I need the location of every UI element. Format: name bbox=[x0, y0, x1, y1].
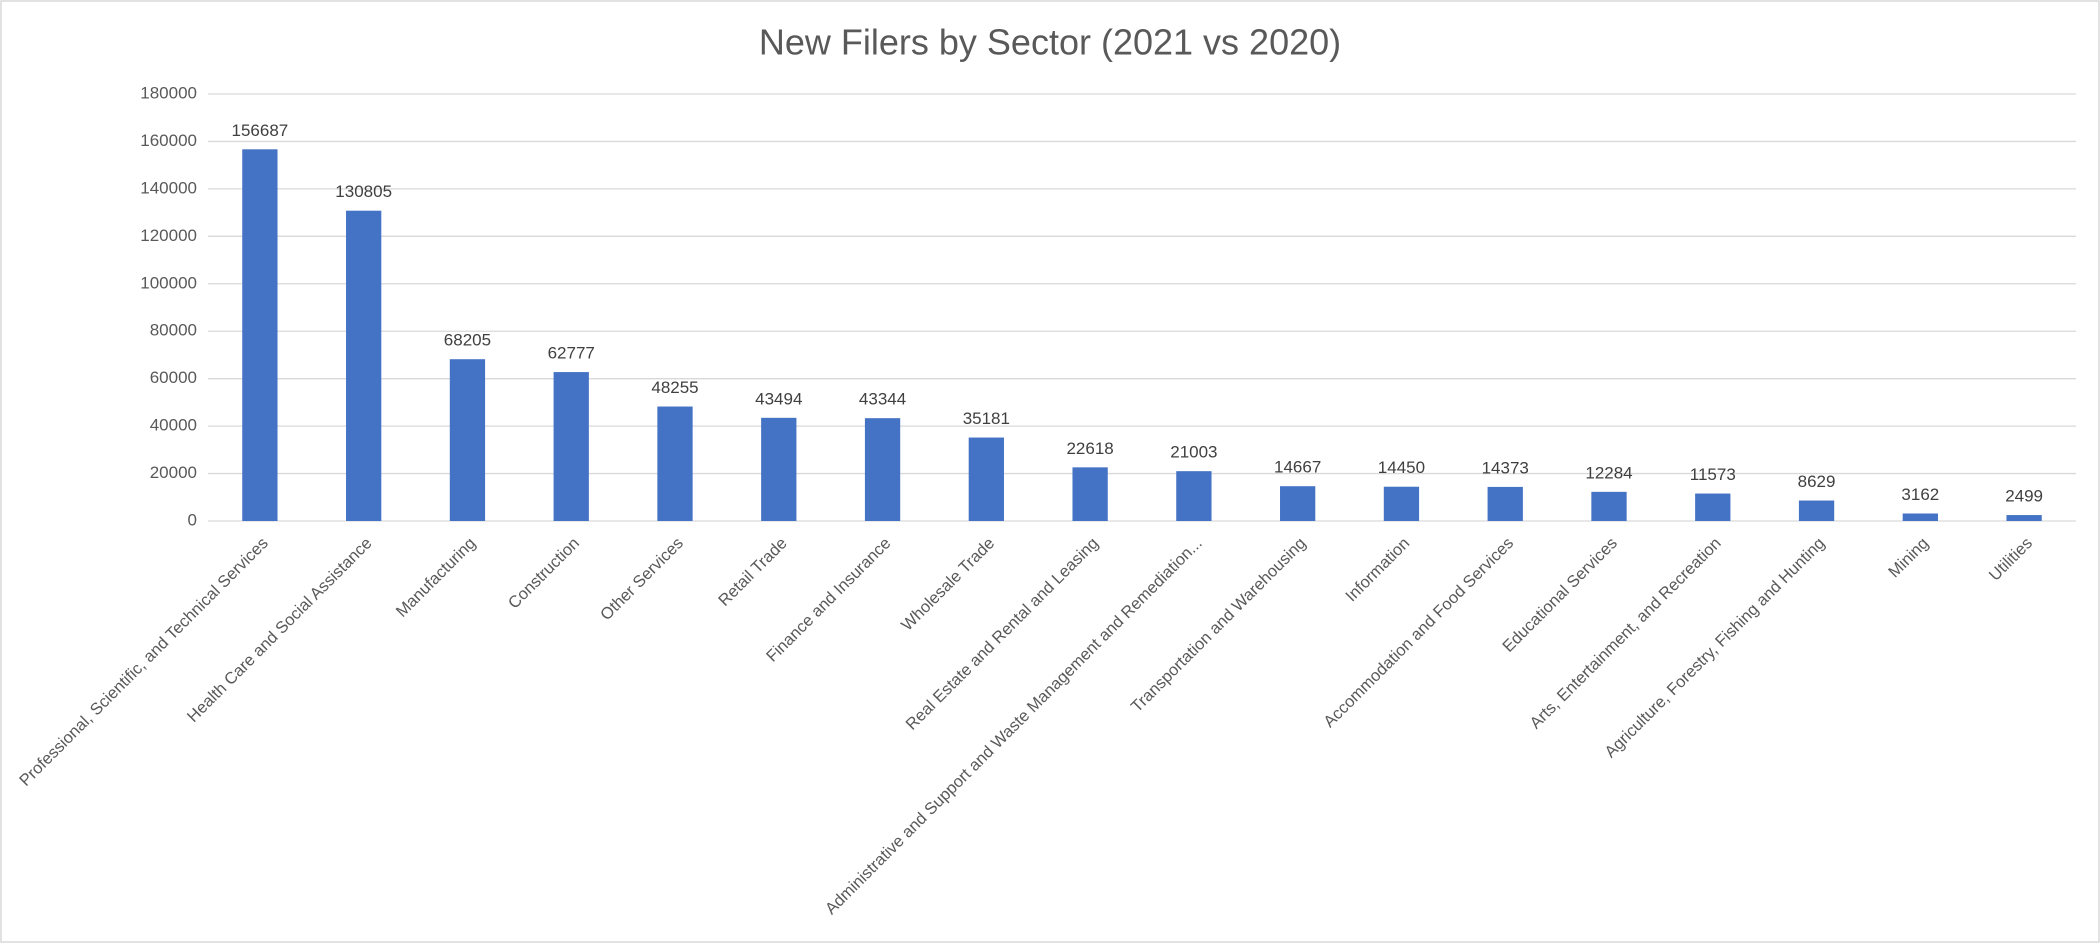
bar bbox=[761, 417, 797, 521]
bar bbox=[1798, 500, 1835, 521]
y-tick-label: 20000 bbox=[150, 463, 197, 482]
data-label: 21003 bbox=[1170, 443, 1217, 462]
data-label: 22618 bbox=[1066, 439, 1113, 458]
data-label: 3162 bbox=[1901, 485, 1939, 504]
y-tick-label: 120000 bbox=[140, 226, 197, 245]
bar bbox=[1280, 486, 1316, 521]
data-label: 14667 bbox=[1274, 458, 1321, 477]
data-label: 43344 bbox=[859, 390, 906, 409]
data-label: 8629 bbox=[1798, 472, 1836, 491]
bar bbox=[1176, 471, 1212, 521]
bar bbox=[1383, 486, 1420, 521]
data-label: 43494 bbox=[755, 389, 802, 408]
y-tick-label: 80000 bbox=[150, 321, 197, 340]
y-tick-label: 160000 bbox=[140, 131, 197, 150]
bar bbox=[2006, 515, 2042, 521]
bar bbox=[1902, 513, 1938, 521]
data-label: 14450 bbox=[1378, 458, 1425, 477]
bar bbox=[1591, 491, 1627, 521]
bar bbox=[1695, 493, 1731, 521]
bar bbox=[1487, 486, 1523, 521]
bar bbox=[1072, 467, 1108, 521]
bar bbox=[968, 437, 1004, 521]
y-tick-label: 100000 bbox=[140, 273, 197, 292]
data-label: 11573 bbox=[1690, 465, 1736, 484]
bar bbox=[864, 418, 901, 521]
y-tick-label: 60000 bbox=[150, 368, 197, 387]
y-tick-label: 40000 bbox=[150, 416, 197, 435]
data-label: 48255 bbox=[651, 378, 698, 397]
chart-title: New Filers by Sector (2021 vs 2020) bbox=[759, 22, 1341, 63]
bar bbox=[449, 359, 486, 521]
data-label: 130805 bbox=[335, 182, 392, 201]
bar bbox=[553, 372, 589, 521]
data-label: 156687 bbox=[232, 121, 289, 140]
data-label: 68205 bbox=[444, 331, 491, 350]
bar bbox=[242, 149, 278, 521]
data-label: 14373 bbox=[1482, 458, 1529, 477]
y-tick-label: 140000 bbox=[140, 178, 197, 197]
bar bbox=[657, 406, 693, 521]
data-label: 35181 bbox=[963, 409, 1010, 428]
y-tick-label: 180000 bbox=[140, 83, 197, 102]
data-label: 62777 bbox=[548, 344, 595, 363]
bar bbox=[346, 210, 382, 521]
y-tick-label: 0 bbox=[188, 510, 197, 529]
data-label: 2499 bbox=[2005, 487, 2043, 506]
data-label: 12284 bbox=[1585, 463, 1632, 482]
